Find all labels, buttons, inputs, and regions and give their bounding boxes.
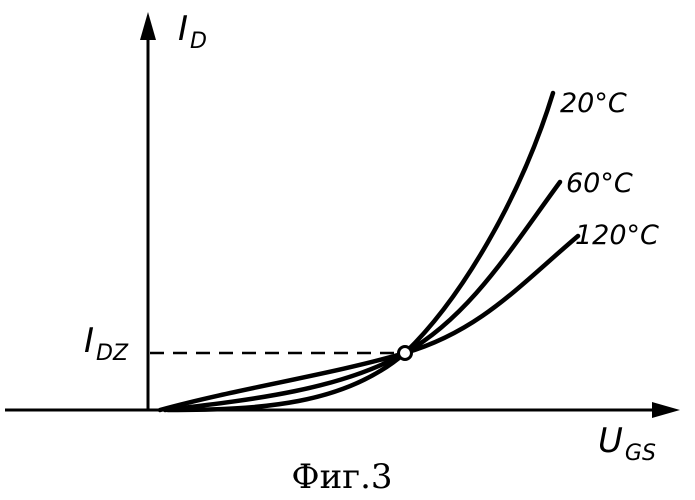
x-axis-arrow-icon [652, 402, 680, 418]
y-axis-label: ID [178, 9, 207, 54]
curve-label-20c: 20°C [560, 88, 627, 119]
level-label: IDZ [84, 321, 129, 366]
curve-label-120c: 120°C [575, 220, 659, 251]
curve-label-60c: 60°C [566, 168, 633, 199]
y-axis-arrow-icon [140, 12, 156, 40]
crossover-point-marker [399, 347, 412, 360]
x-axis-label: UGS [598, 421, 656, 466]
curve-120c [160, 236, 578, 410]
figure-caption: Фиг.3 [291, 457, 392, 497]
